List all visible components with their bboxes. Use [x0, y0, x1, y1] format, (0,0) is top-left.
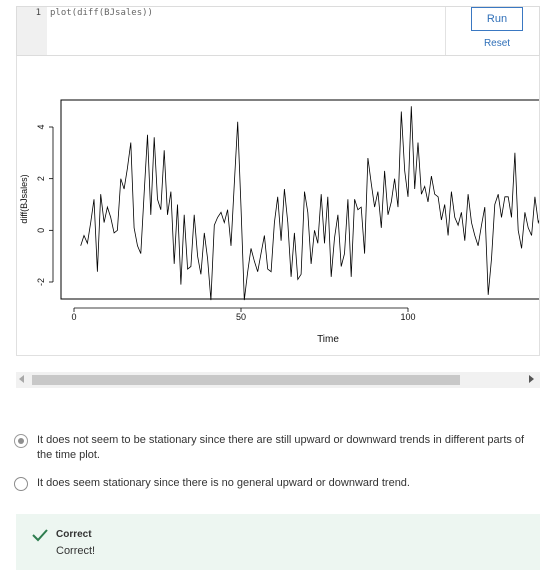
time-series-plot: 0 50 100 -2 0 2 4 Time diff(BJsales)	[19, 99, 539, 345]
y-axis-label: diff(BJsales)	[19, 174, 29, 223]
y-axis: -2 0 2 4	[36, 124, 54, 286]
editor-actions: Run Reset	[445, 7, 540, 55]
x-axis-label: Time	[317, 334, 339, 345]
scroll-right-arrow-icon[interactable]	[529, 375, 534, 383]
x-tick-label: 0	[71, 312, 76, 322]
radio-button-selected[interactable]	[14, 434, 28, 448]
y-tick-label: 0	[36, 228, 46, 233]
code-editor[interactable]: 1 plot(diff(BJsales)) Run Reset	[16, 6, 540, 56]
reset-link[interactable]: Reset	[483, 38, 511, 49]
answer-option-text: It does seem stationary since there is n…	[37, 477, 410, 489]
feedback-box: Correct Correct!	[16, 514, 540, 570]
radio-button[interactable]	[14, 477, 28, 491]
y-tick-label: 2	[36, 176, 46, 181]
x-axis: 0 50 100	[71, 307, 416, 322]
line-number: 1	[35, 8, 41, 18]
radio-dot	[18, 438, 24, 444]
plot-frame	[60, 99, 539, 300]
horizontal-scrollbar[interactable]	[16, 372, 540, 388]
scroll-thumb[interactable]	[32, 375, 460, 385]
x-tick-label: 50	[236, 312, 246, 322]
feedback-message: Correct!	[56, 545, 96, 557]
line-number-gutter: 1	[17, 7, 47, 55]
series-line	[80, 106, 539, 301]
code-line[interactable]: plot(diff(BJsales))	[50, 8, 153, 18]
x-tick-label: 100	[400, 312, 415, 322]
plot-output-panel: 0 50 100 -2 0 2 4 Time diff(BJsales)	[16, 56, 540, 356]
y-tick-label: -2	[36, 278, 46, 286]
feedback-title: Correct	[56, 529, 92, 540]
answer-option-text: It does not seem to be stationary since …	[37, 434, 525, 461]
y-tick-label: 4	[36, 124, 46, 129]
run-button[interactable]: Run	[471, 7, 523, 31]
checkmark-icon	[32, 529, 48, 542]
scroll-left-arrow-icon[interactable]	[19, 375, 24, 383]
